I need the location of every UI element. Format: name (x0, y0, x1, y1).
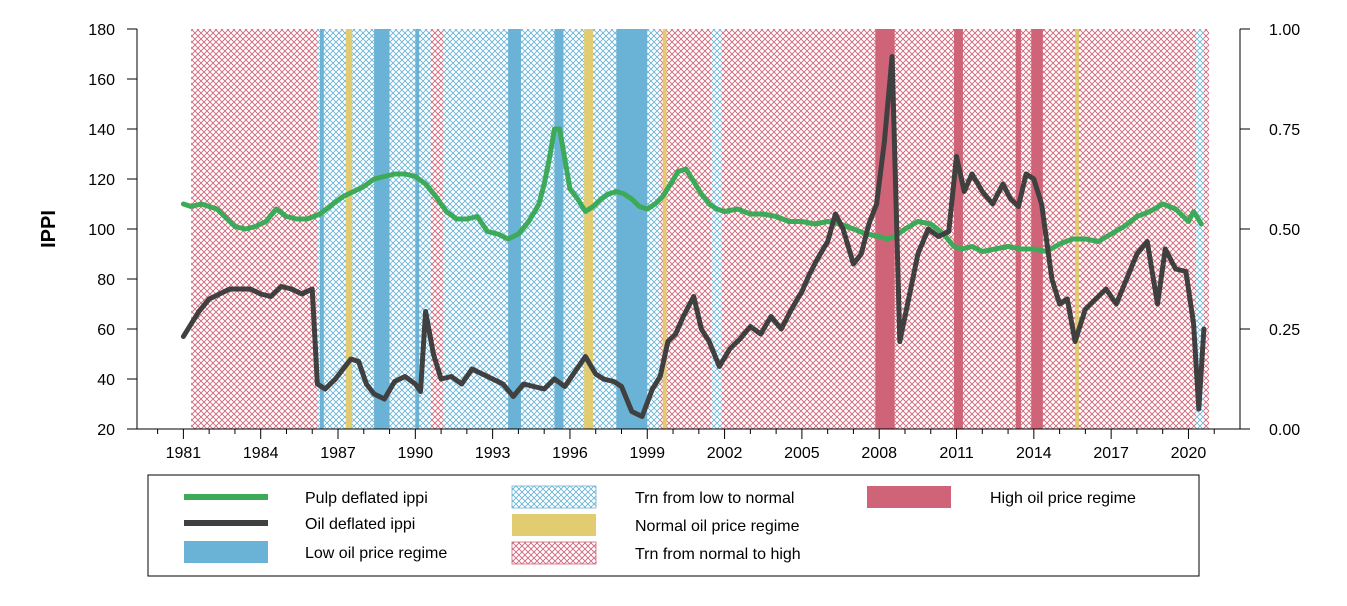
x-tick-label: 2002 (707, 445, 743, 462)
axes: 20 40 60 80 100 120 140 160 180 0.00 0.25 0.50 0.75 1… (88, 22, 1300, 462)
legend-swatch-trn-normal-high (511, 541, 597, 565)
regime-band-low (319, 29, 324, 429)
legend-label: High oil price regime (990, 490, 1136, 507)
x-tick-label: 1984 (243, 445, 279, 462)
y-tick-label: 80 (97, 272, 115, 289)
regime-band-normal (345, 29, 353, 429)
legend-swatch-low (184, 541, 268, 563)
regime-band-normal (662, 29, 667, 429)
legend-label: Trn from low to normal (635, 490, 794, 507)
y-tick-label: 160 (88, 72, 115, 89)
legend-box (147, 474, 1200, 577)
regime-band-normal (584, 29, 594, 429)
regime-band-trn-normal-high (660, 29, 712, 429)
plot-area (180, 29, 1210, 429)
regime-band-high (953, 29, 963, 429)
x-tick-label: 2008 (861, 445, 897, 462)
regime-band-trn-low-normal (1196, 29, 1204, 429)
regime-band-trn-normal-high (1203, 29, 1210, 429)
y-tick-label: 140 (88, 122, 115, 139)
regime-band-low (415, 29, 420, 429)
series-line-pulp (180, 126, 1204, 254)
x-tick-label: 1981 (166, 445, 202, 462)
x-tick-label: 2011 (939, 445, 974, 462)
regime-band-low (508, 29, 521, 429)
y-tick-label: 100 (88, 222, 115, 239)
x-tick-label: 1996 (552, 445, 588, 462)
legend: Pulp deflated ippi Oil deflated ippi Low o… (147, 474, 1200, 577)
y2-tick-label: 0.50 (1269, 222, 1300, 239)
x-tick-label: 2020 (1171, 445, 1207, 462)
x-tick-label: 1987 (320, 445, 356, 462)
x-tick-label: 1993 (475, 445, 511, 462)
y2-tick-label: 0.75 (1269, 122, 1300, 139)
y2-tick-label: 1.00 (1269, 22, 1300, 39)
y-tick-label: 60 (97, 322, 115, 339)
regime-band-high (1031, 29, 1043, 429)
legend-swatch-trn-low-normal (511, 485, 597, 509)
y-tick-label: 20 (97, 422, 115, 439)
legend-label: Normal oil price regime (635, 518, 800, 535)
x-tick-label: 2017 (1093, 445, 1129, 462)
y-tick-label: 40 (97, 372, 115, 389)
legend-label: Oil deflated ippi (305, 516, 415, 533)
legend-label: Pulp deflated ippi (305, 490, 428, 507)
legend-swatch-normal (512, 514, 596, 536)
y2-tick-label: 0.00 (1269, 422, 1300, 439)
regime-band-high (1015, 29, 1021, 429)
legend-label: Trn from normal to high (635, 546, 801, 563)
regime-band-low (616, 29, 648, 429)
legend-swatch-high (867, 486, 951, 508)
x-tick-label: 1999 (629, 445, 665, 462)
x-tick-label: 2005 (784, 445, 820, 462)
legend-label: Low oil price regime (305, 545, 447, 562)
regime-band-low (374, 29, 390, 429)
x-tick-label: 1990 (398, 445, 434, 462)
regime-band-trn-normal-high (430, 29, 444, 429)
y-tick-label: 120 (88, 172, 115, 189)
y2-tick-label: 0.25 (1269, 322, 1300, 339)
regime-band-normal (1075, 29, 1079, 429)
y-axis-label: IPPI (38, 210, 60, 248)
series-lines (180, 54, 1207, 419)
regime-band-trn-low-normal (711, 29, 723, 429)
regime-band-high (875, 29, 895, 429)
regime-band-low (554, 29, 564, 429)
y-tick-label: 180 (88, 22, 115, 39)
series-line-oil (180, 54, 1207, 419)
x-tick-label: 2014 (1016, 445, 1052, 462)
